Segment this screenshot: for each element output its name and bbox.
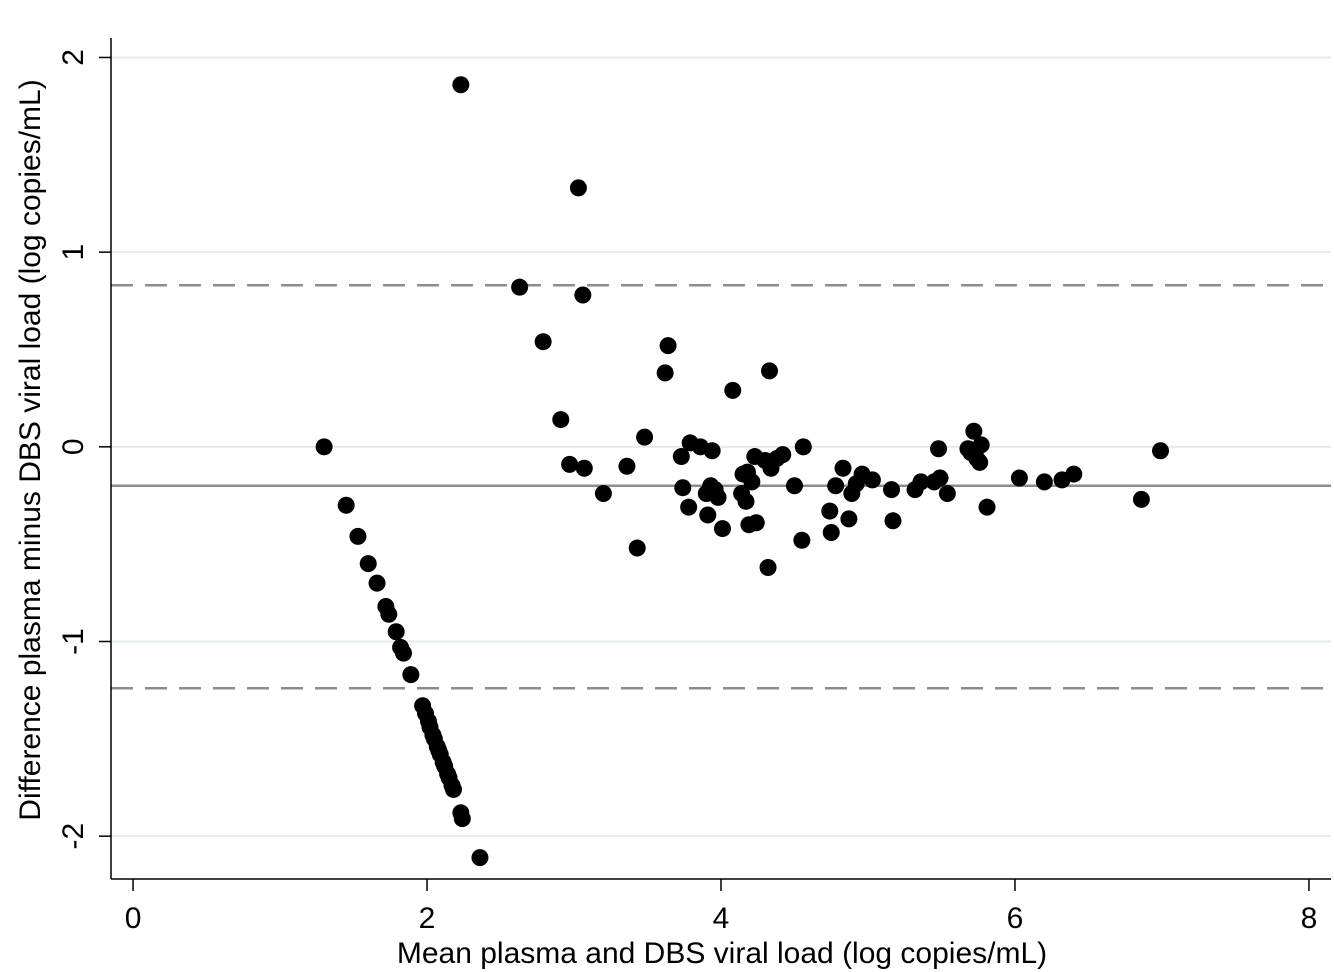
- data-point-102: [1151, 442, 1169, 460]
- data-point-81: [863, 471, 881, 489]
- data-point-33: [561, 455, 579, 473]
- data-point-42: [659, 337, 677, 355]
- data-point-37: [594, 485, 612, 503]
- data-point-29: [452, 76, 470, 94]
- data-point-83: [884, 512, 902, 530]
- y-tick-label--1: -1: [57, 628, 90, 655]
- data-point-70: [785, 477, 803, 495]
- data-point-55: [724, 381, 742, 399]
- y-axis-title: Difference plasma minus DBS viral load (…: [14, 79, 47, 820]
- data-point-97: [1010, 469, 1028, 487]
- data-point-25: [444, 780, 462, 798]
- data-point-101: [1132, 490, 1150, 508]
- data-point-40: [636, 428, 654, 446]
- data-point-36: [575, 459, 593, 477]
- x-tick-label-4: 4: [713, 902, 730, 935]
- x-tick-label-2: 2: [419, 902, 436, 935]
- axis-ticks: 0 2 4 6 8 -2 -1 0 1 2: [57, 49, 1317, 935]
- data-point-44: [674, 479, 692, 497]
- data-point-98: [1035, 473, 1053, 491]
- data-point-94: [971, 453, 989, 471]
- data-point-65: [759, 559, 777, 577]
- data-point-92: [965, 422, 983, 440]
- y-tick-label--2: -2: [57, 823, 90, 850]
- data-point-66: [761, 362, 779, 380]
- x-tick-label-0: 0: [125, 902, 142, 935]
- data-point-27: [453, 810, 471, 828]
- data-point-74: [822, 523, 840, 541]
- data-point-2: [349, 527, 367, 545]
- data-point-4: [368, 574, 386, 592]
- data-point-82: [883, 481, 901, 499]
- y-tick-label-1: 1: [57, 244, 90, 261]
- data-point-54: [713, 520, 731, 538]
- data-point-0: [315, 438, 333, 456]
- data-point-10: [402, 666, 420, 684]
- data-point-49: [699, 506, 717, 524]
- data-point-1: [337, 496, 355, 514]
- data-point-35: [574, 286, 592, 304]
- data-point-6: [380, 605, 398, 623]
- data-point-72: [794, 438, 812, 456]
- grid-lines: [111, 56, 1331, 838]
- data-point-89: [938, 485, 956, 503]
- data-point-75: [827, 477, 845, 495]
- data-point-9: [395, 644, 413, 662]
- data-point-38: [618, 457, 636, 475]
- data-point-51: [703, 442, 721, 460]
- data-point-69: [774, 446, 792, 464]
- data-point-96: [978, 498, 996, 516]
- data-point-95: [972, 436, 990, 454]
- y-tick-label-0: 0: [57, 438, 90, 455]
- data-point-7: [387, 623, 405, 641]
- data-point-77: [840, 510, 858, 528]
- data-point-76: [834, 459, 852, 477]
- data-point-32: [552, 411, 570, 429]
- data-point-45: [680, 498, 698, 516]
- data-point-61: [743, 473, 761, 491]
- data-point-100: [1065, 465, 1083, 483]
- data-point-88: [931, 469, 949, 487]
- y-tick-label-2: 2: [57, 49, 90, 66]
- data-point-34: [569, 179, 587, 197]
- data-point-73: [821, 502, 839, 520]
- data-point-63: [747, 514, 765, 532]
- data-point-53: [709, 488, 727, 506]
- data-point-41: [656, 364, 674, 382]
- data-point-28: [471, 849, 489, 867]
- data-point-85: [912, 473, 930, 491]
- data-point-39: [628, 539, 646, 557]
- data-point-31: [534, 333, 552, 351]
- data-point-71: [793, 531, 811, 549]
- x-axis-title: Mean plasma and DBS viral load (log copi…: [397, 937, 1047, 970]
- data-point-58: [737, 492, 755, 510]
- x-tick-label-6: 6: [1007, 902, 1024, 935]
- data-point-3: [359, 555, 377, 573]
- data-point-43: [672, 448, 690, 466]
- data-points: [315, 76, 1169, 867]
- data-point-87: [930, 440, 948, 458]
- x-tick-label-8: 8: [1301, 902, 1318, 935]
- data-point-30: [511, 278, 529, 296]
